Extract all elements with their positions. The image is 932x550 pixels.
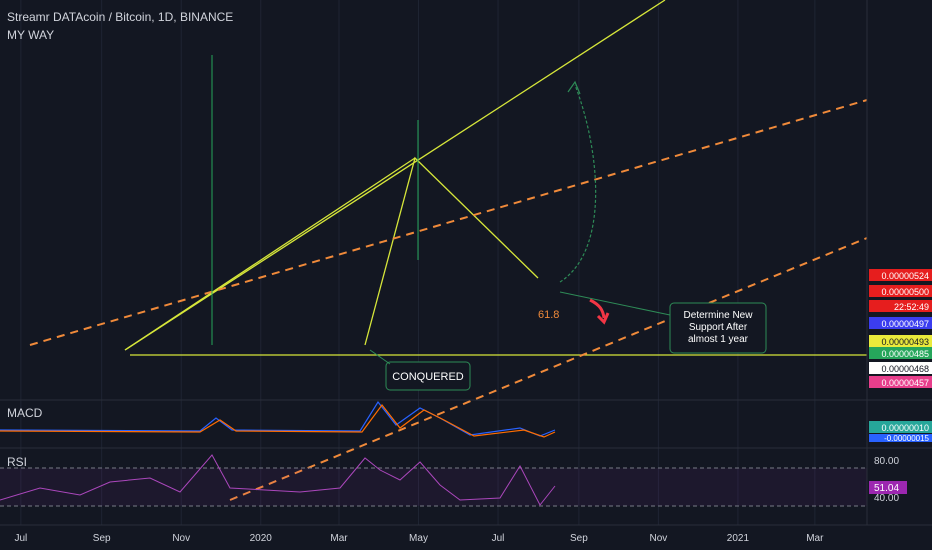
rsi-tick-40: 40.00 — [874, 493, 899, 504]
price-badge-6 — [869, 362, 932, 374]
price-badge-4 — [869, 335, 932, 347]
time-tick-0: Jul — [14, 533, 27, 544]
price-badge-label-5: 0.00000485 — [881, 349, 929, 359]
chart-subtitle: MY WAY — [7, 28, 54, 42]
annotation-group: CONQUERED Determine New Support After almos… — [369, 80, 767, 391]
support-callout — [669, 302, 767, 354]
support-label-line-2: almost 1 year — [688, 334, 749, 345]
conquered-pointer — [369, 349, 391, 365]
macd-value-badge-2 — [869, 434, 932, 442]
rsi-value-badge — [869, 481, 907, 494]
price-badge-label-1: 0.00000500 — [881, 287, 929, 297]
macd-pane: MACD 0.00000010-0.00000015 — [0, 399, 932, 443]
time-tick-6: Jul — [492, 533, 505, 544]
time-tick-3: 2020 — [250, 533, 273, 544]
time-tick-7: Sep — [570, 533, 588, 544]
conquered-label: CONQUERED — [392, 371, 464, 383]
chart-grid — [20, 0, 816, 525]
time-tick-9: 2021 — [727, 533, 750, 544]
chart-title: Streamr DATAcoin / Bitcoin, 1D, BINANCE — [7, 10, 233, 24]
macd-label: MACD — [7, 406, 43, 420]
fib-point-label: 61.8 — [538, 309, 559, 321]
price-badge-label-0: 0.00000524 — [881, 271, 929, 281]
price-badge-label-4: 0.00000493 — [881, 337, 929, 347]
support-pointer — [559, 291, 671, 316]
support-label: Determine New Support After almost 1 year — [684, 310, 754, 345]
channel-lower-line — [229, 237, 868, 501]
price-badge-2 — [869, 300, 932, 312]
price-badge-1 — [869, 285, 932, 297]
trend-lines — [29, 0, 868, 501]
projection-arrow — [559, 84, 597, 283]
price-badge-7 — [869, 376, 932, 388]
support-label-line-1: Support After — [689, 322, 748, 333]
drop-arrow — [589, 298, 606, 319]
price-axis: 0.000018000.000016000.000014000.00001200… — [866, 0, 932, 525]
time-tick-10: Mar — [806, 533, 824, 544]
rsi-tick-80: 80.00 — [874, 456, 899, 467]
time-tick-2: Nov — [172, 533, 190, 544]
price-badge-label-2: 22:52:49 — [894, 302, 929, 312]
macd-value-label-2: -0.00000015 — [884, 434, 929, 443]
price-badge-3 — [869, 317, 932, 329]
trend-triangle-line — [364, 156, 539, 346]
price-badge-label-3: 0.00000497 — [881, 319, 929, 329]
conquered-callout — [385, 361, 471, 391]
macd-line — [0, 400, 556, 437]
trend-rise-line — [124, 157, 416, 351]
channel-upper-line — [29, 99, 868, 346]
support-label-line-0: Determine New — [684, 310, 754, 321]
projection-arrowhead — [567, 80, 581, 95]
time-axis: Jul Sep Nov 2020 Mar May Jul Sep Nov 2021 Mar — [0, 524, 932, 544]
time-tick-8: Nov — [650, 533, 668, 544]
time-tick-5: May — [409, 533, 428, 544]
price-badge-label-6: 0.00000468 — [881, 364, 929, 374]
series-group — [211, 55, 419, 345]
macd-value-badge — [869, 421, 932, 433]
time-tick-1: Sep — [93, 533, 111, 544]
macd-signal-line — [0, 404, 556, 438]
price-badge-0 — [869, 269, 932, 281]
trend-upper-line — [124, 0, 666, 351]
price-badge-5 — [869, 347, 932, 359]
time-tick-4: Mar — [330, 533, 348, 544]
rsi-value-label: 51.04 — [874, 483, 899, 494]
drop-arrowhead — [596, 312, 610, 325]
rsi-band — [0, 468, 867, 506]
price-badge-label-7: 0.00000457 — [881, 378, 929, 388]
rsi-line — [0, 454, 556, 506]
macd-value-label: 0.00000010 — [881, 423, 929, 433]
rsi-label: RSI — [7, 455, 27, 469]
